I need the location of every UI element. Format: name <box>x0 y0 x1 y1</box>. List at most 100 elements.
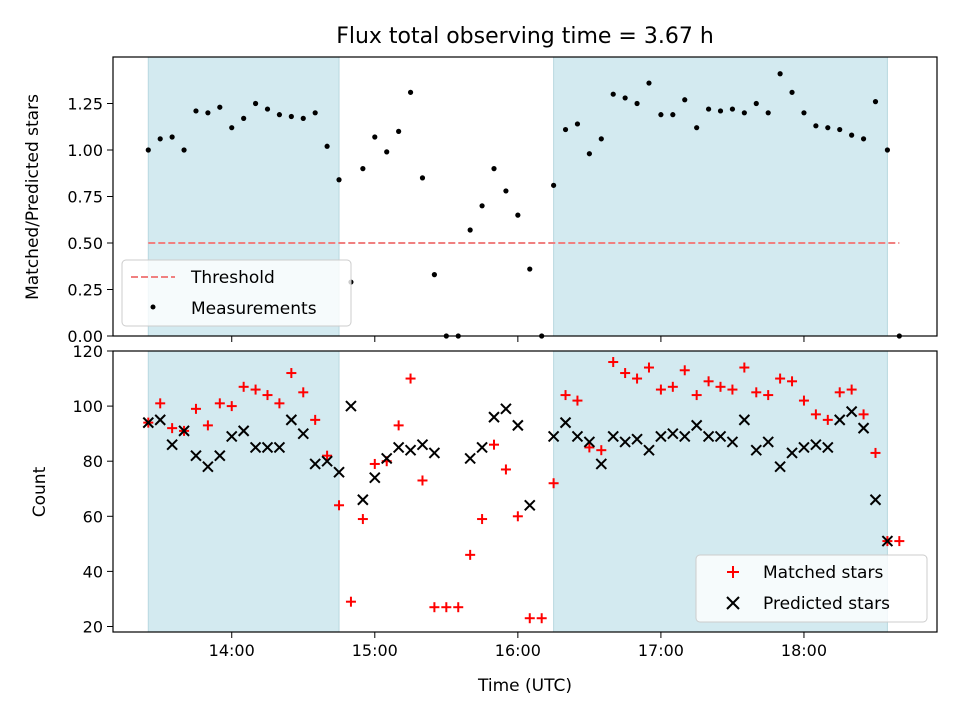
predicted-star-stroke <box>392 441 405 454</box>
bottom-legend-box <box>695 554 928 623</box>
measurement-point <box>169 134 175 140</box>
matched-star-point <box>548 478 559 489</box>
predicted-star-point <box>750 444 762 456</box>
matched-star-point <box>763 390 774 401</box>
y-tick-label: 0.75 <box>67 188 103 207</box>
matched-star-point <box>536 613 547 624</box>
predicted-star-stroke <box>226 430 238 443</box>
matched-star-point <box>691 390 702 401</box>
measurement-point <box>312 110 318 116</box>
matched-star-point <box>620 368 631 379</box>
matched-star-point <box>524 613 535 624</box>
predicted-star-point <box>285 414 298 426</box>
predicted-star-stroke <box>202 460 214 473</box>
x-tick-label: 15:00 <box>352 641 398 660</box>
predicted-star-stroke <box>404 444 417 456</box>
matched-star-point <box>703 376 714 387</box>
top-chart-title: Flux total observing time = 3.67 h <box>336 24 714 49</box>
measurement-point <box>765 110 771 116</box>
predicted-star-stroke <box>845 405 858 418</box>
matched-star-point <box>560 390 571 401</box>
y-tick-label: 0.25 <box>67 281 103 300</box>
predicted-star-point <box>404 444 417 456</box>
predicted-star-stroke <box>297 427 309 440</box>
predicted-star-stroke <box>500 403 512 415</box>
predicted-star-stroke <box>750 444 762 456</box>
measurement-point <box>884 147 891 153</box>
predicted-star-stroke <box>857 422 870 434</box>
matched-star-point <box>441 602 452 613</box>
measurement-point <box>252 100 259 107</box>
measurement-point <box>551 182 557 188</box>
measurement-point <box>300 115 306 121</box>
measurement-point <box>145 147 151 153</box>
matched-star-point <box>310 414 321 425</box>
matched-star-point <box>632 373 643 384</box>
measurement-point <box>562 126 569 133</box>
predicted-star-point <box>798 441 810 454</box>
y-tick-label: 1.00 <box>67 141 103 160</box>
bottom-legend: Matched stars Predicted stars <box>695 554 928 623</box>
predicted-star-stroke <box>559 416 572 429</box>
y-tick-label: 100 <box>72 397 103 416</box>
matched-star-point <box>286 368 297 379</box>
predicted-star-stroke <box>822 441 834 454</box>
predicted-star-point <box>738 414 751 426</box>
measurement-point <box>431 272 437 278</box>
predicted-star-stroke <box>488 411 500 423</box>
measurement-point <box>670 112 676 118</box>
predicted-star-stroke <box>798 441 810 454</box>
predicted-star-stroke <box>631 433 643 445</box>
predicted-star-stroke <box>679 430 691 443</box>
matched-star-point <box>870 447 881 458</box>
top-legend-box <box>121 259 352 327</box>
predicted-star-point <box>154 414 166 426</box>
matched-star-point <box>822 414 833 425</box>
measurement-point <box>801 110 807 116</box>
predicted-star-point <box>214 449 226 462</box>
measurement-point <box>872 99 879 105</box>
matched-star-point <box>274 398 285 409</box>
predicted-star-point <box>607 430 619 443</box>
predicted-star-point <box>786 447 798 459</box>
y-tick-label: 1.25 <box>67 95 103 114</box>
x-tick-label: 16:00 <box>495 641 541 660</box>
measurements-legend-label: Measurements <box>191 299 317 319</box>
predicted-star-point <box>273 441 286 454</box>
matched-star-point <box>477 514 488 525</box>
measurement-point <box>574 121 581 127</box>
predicted-star-stroke <box>512 419 524 432</box>
predicted-star-point <box>392 441 405 454</box>
predicted-star-point <box>571 430 584 443</box>
matched-star-point <box>500 464 511 475</box>
predicted-star-point <box>762 436 774 448</box>
predicted-star-point <box>309 458 321 470</box>
matched-star-point <box>155 398 166 409</box>
predicted-star-stroke <box>321 455 333 467</box>
matched-star-point <box>298 387 309 398</box>
predicted-star-point <box>500 403 512 415</box>
matched-star-point <box>751 387 762 398</box>
predicted-star-point <box>190 449 202 462</box>
measurement-point <box>217 104 223 110</box>
y-tick-label: 40 <box>83 562 103 581</box>
matched-star-point <box>417 475 428 486</box>
matched-star-point <box>667 381 678 392</box>
predicted-star-point <box>321 455 333 467</box>
y-tick-label: 20 <box>83 617 103 636</box>
predicted-star-stroke <box>524 499 536 511</box>
measurement-point <box>157 136 163 142</box>
measurement-point <box>193 108 199 114</box>
top-y-axis-label: Matched/Predicted stars <box>23 94 43 300</box>
x-axis-label: Time (UTC) <box>477 676 572 696</box>
predicted-star-point <box>416 438 429 451</box>
predicted-star-stroke <box>655 430 667 443</box>
matched-star-point <box>238 381 249 392</box>
predicted-star-point <box>476 441 488 454</box>
predicted-star-point <box>726 436 739 448</box>
predicted-star-stroke <box>595 458 608 470</box>
matched-star-point <box>655 384 666 395</box>
matched-star-point <box>334 500 345 511</box>
matched-star-point <box>512 511 523 522</box>
